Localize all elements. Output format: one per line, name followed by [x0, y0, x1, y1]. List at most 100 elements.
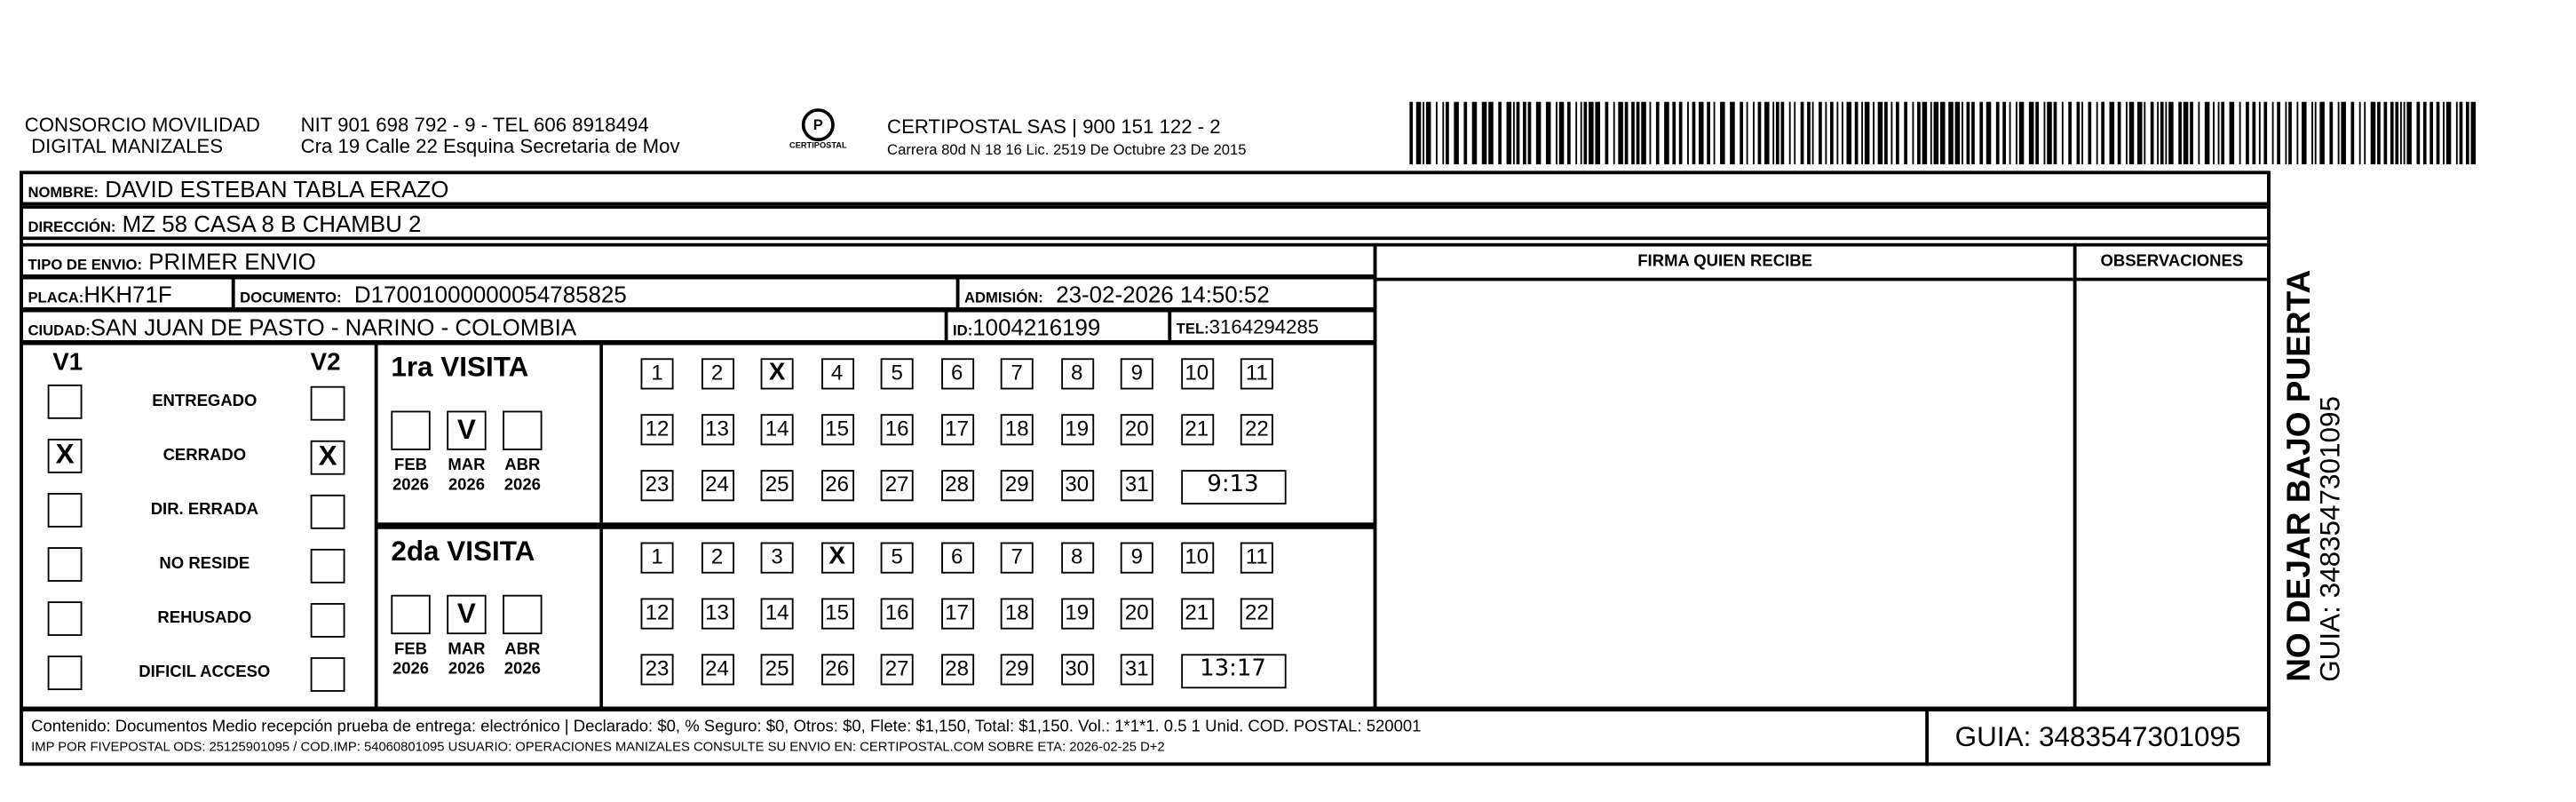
- barcode-bar: [1442, 101, 1445, 165]
- v2-checkbox[interactable]: X: [310, 440, 345, 475]
- month-checkbox[interactable]: [391, 410, 431, 450]
- day-box[interactable]: 18: [1000, 598, 1034, 630]
- v2-checkbox[interactable]: [310, 385, 345, 421]
- v1-checkbox[interactable]: [47, 547, 83, 582]
- nombre-value: DAVID ESTEBAN TABLA ERAZO: [105, 175, 449, 202]
- day-box[interactable]: 3: [760, 542, 794, 574]
- day-box[interactable]: 13: [701, 414, 734, 446]
- month-checkbox[interactable]: V: [447, 410, 487, 450]
- day-box[interactable]: 30: [1060, 470, 1094, 502]
- day-box[interactable]: 19: [1060, 414, 1094, 446]
- day-box[interactable]: 11: [1240, 358, 1273, 390]
- time-box[interactable]: 9:13: [1180, 470, 1286, 504]
- v2-checkbox[interactable]: [310, 494, 345, 529]
- day-box[interactable]: 24: [701, 654, 734, 686]
- day-box[interactable]: 9: [1120, 358, 1153, 390]
- day-box[interactable]: 7: [1000, 358, 1034, 390]
- day-box[interactable]: 31: [1120, 654, 1153, 686]
- day-box[interactable]: 25: [760, 470, 794, 502]
- day-box[interactable]: 2: [701, 542, 734, 574]
- day-box[interactable]: 23: [640, 654, 674, 686]
- day-box[interactable]: 15: [820, 598, 854, 630]
- day-box[interactable]: 29: [1000, 470, 1034, 502]
- barcode-bar: [1966, 101, 1970, 165]
- firma-area[interactable]: FIRMA QUIEN RECIBE: [1373, 242, 2077, 711]
- time-box[interactable]: 13:17: [1180, 654, 1286, 689]
- month-checkbox[interactable]: V: [447, 594, 487, 635]
- barcode-bar: [1775, 101, 1779, 165]
- day-box[interactable]: 17: [940, 598, 974, 630]
- day-box[interactable]: 22: [1240, 598, 1273, 630]
- day-box[interactable]: 24: [701, 470, 734, 502]
- v1-checkbox[interactable]: X: [47, 438, 83, 473]
- day-box[interactable]: 10: [1180, 358, 1214, 390]
- day-box[interactable]: 5: [880, 358, 914, 390]
- barcode-bar: [2221, 101, 2225, 165]
- barcode-bar: [2399, 101, 2402, 165]
- day-box[interactable]: 21: [1180, 414, 1214, 446]
- v2-checkbox[interactable]: [310, 602, 345, 638]
- barcode-bar: [2002, 101, 2006, 165]
- day-box[interactable]: 31: [1120, 470, 1153, 502]
- day-box[interactable]: 2: [701, 358, 734, 390]
- day-box[interactable]: 6: [940, 542, 974, 574]
- day-box[interactable]: 5: [880, 542, 914, 574]
- day-box[interactable]: 10: [1180, 542, 1214, 574]
- barcode-bar: [2053, 101, 2057, 165]
- day-box[interactable]: 12: [640, 414, 674, 446]
- day-box[interactable]: 25: [760, 654, 794, 686]
- v1-checkbox[interactable]: [47, 493, 83, 528]
- day-box[interactable]: 28: [940, 470, 974, 502]
- day-box[interactable]: X: [760, 358, 794, 390]
- barcode-bar: [1746, 101, 1748, 165]
- barcode-bar: [2329, 101, 2334, 165]
- day-box[interactable]: 18: [1000, 414, 1034, 446]
- day-box[interactable]: 13: [701, 598, 734, 630]
- day-box[interactable]: 28: [940, 654, 974, 686]
- day-box[interactable]: 30: [1060, 654, 1094, 686]
- day-box[interactable]: 26: [820, 470, 854, 502]
- v1-checkbox[interactable]: [47, 384, 83, 419]
- observaciones-area[interactable]: OBSERVACIONES: [2073, 242, 2271, 711]
- barcode-bar: [2229, 101, 2235, 165]
- day-box[interactable]: 11: [1240, 542, 1273, 574]
- day-box[interactable]: 27: [880, 654, 914, 686]
- visits-section: 1ra VISITA FEB 2026 V MAR 2026 ABR 2026 1 2 X 4 5 6 7 8…: [374, 341, 1377, 711]
- day-box[interactable]: 16: [880, 598, 914, 630]
- day-box[interactable]: X: [820, 542, 854, 574]
- v1-checkbox[interactable]: [47, 655, 83, 691]
- day-box[interactable]: 1: [640, 358, 674, 390]
- day-box[interactable]: 14: [760, 598, 794, 630]
- month-checkbox[interactable]: [503, 410, 543, 450]
- day-box[interactable]: 26: [820, 654, 854, 686]
- day-box[interactable]: 4: [820, 358, 854, 390]
- day-box[interactable]: 16: [880, 414, 914, 446]
- barcode-bar: [1664, 101, 1669, 165]
- day-box[interactable]: 1: [640, 542, 674, 574]
- day-box[interactable]: 17: [940, 414, 974, 446]
- day-box[interactable]: 12: [640, 598, 674, 630]
- day-box[interactable]: 7: [1000, 542, 1034, 574]
- day-box[interactable]: 15: [820, 414, 854, 446]
- day-box[interactable]: 8: [1060, 542, 1094, 574]
- day-box[interactable]: 23: [640, 470, 674, 502]
- day-box[interactable]: 14: [760, 414, 794, 446]
- month-checkbox[interactable]: [503, 594, 543, 635]
- barcode-bar: [1699, 101, 1704, 165]
- day-box[interactable]: 20: [1120, 414, 1153, 446]
- day-box[interactable]: 6: [940, 358, 974, 390]
- barcode-bar: [1498, 101, 1502, 165]
- documento-label: DOCUMENTO:: [240, 289, 342, 306]
- day-box[interactable]: 9: [1120, 542, 1153, 574]
- day-box[interactable]: 8: [1060, 358, 1094, 390]
- day-box[interactable]: 27: [880, 470, 914, 502]
- day-box[interactable]: 21: [1180, 598, 1214, 630]
- day-box[interactable]: 29: [1000, 654, 1034, 686]
- v2-checkbox[interactable]: [310, 657, 345, 692]
- v2-checkbox[interactable]: [310, 548, 345, 584]
- day-box[interactable]: 19: [1060, 598, 1094, 630]
- day-box[interactable]: 22: [1240, 414, 1273, 446]
- month-checkbox[interactable]: [391, 594, 431, 635]
- day-box[interactable]: 20: [1120, 598, 1153, 630]
- v1-checkbox[interactable]: [47, 601, 83, 636]
